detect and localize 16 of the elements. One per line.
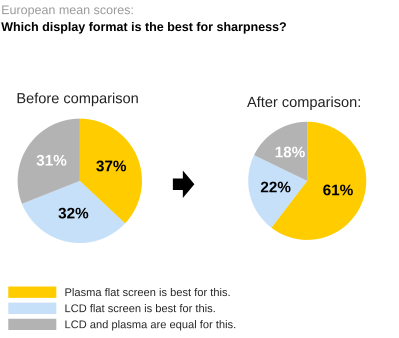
- legend-label: LCD and plasma are equal for this.: [65, 320, 236, 330]
- text: European mean scores:: [2, 6, 133, 17]
- data-label: 61%: [323, 184, 353, 196]
- legend-label: Plasma flat screen is best for this.: [65, 288, 230, 296]
- data-label: 32%: [58, 208, 88, 219]
- pie-slice: [254, 122, 308, 181]
- text: Which display format is the best for sharpness?: [1, 22, 286, 34]
- data-label: 18%: [276, 146, 305, 158]
- pie-slice: [18, 118, 80, 204]
- data-label: 22%: [260, 182, 291, 192]
- legend-label: LCD flat screen is best for this.: [65, 304, 215, 312]
- data-label: 31%: [36, 154, 66, 166]
- chart-title: Before comparison: [18, 92, 138, 106]
- chart-title: After comparison:: [247, 96, 360, 110]
- pie-slice: [22, 180, 126, 244]
- data-label: 37%: [96, 160, 126, 172]
